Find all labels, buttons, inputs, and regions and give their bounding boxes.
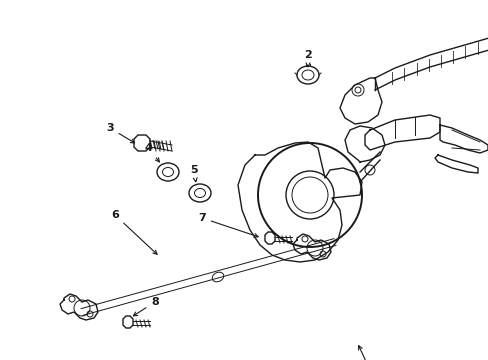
Text: 1: 1 [358, 346, 373, 360]
Text: 5: 5 [190, 165, 198, 182]
Text: 3: 3 [106, 123, 134, 143]
Text: 6: 6 [111, 210, 157, 254]
Text: 2: 2 [304, 50, 311, 67]
Text: 4: 4 [144, 143, 159, 162]
Text: 7: 7 [198, 213, 258, 237]
Text: 8: 8 [133, 297, 159, 316]
